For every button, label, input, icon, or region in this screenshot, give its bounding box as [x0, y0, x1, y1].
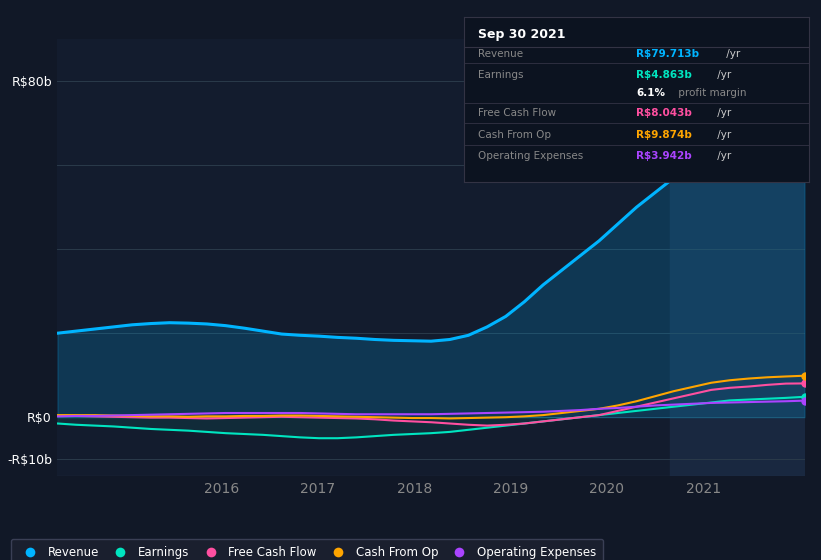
Text: R$8.043b: R$8.043b — [636, 109, 692, 119]
Text: 6.1%: 6.1% — [636, 88, 665, 98]
Text: Revenue: Revenue — [478, 49, 523, 59]
Text: R$9.874b: R$9.874b — [636, 130, 692, 140]
Text: /yr: /yr — [713, 71, 731, 81]
Text: Cash From Op: Cash From Op — [478, 130, 551, 140]
Text: /yr: /yr — [713, 109, 731, 119]
Text: Earnings: Earnings — [478, 71, 523, 81]
Text: /yr: /yr — [723, 49, 741, 59]
Text: R$4.863b: R$4.863b — [636, 71, 692, 81]
Bar — [670, 39, 805, 476]
Text: R$3.942b: R$3.942b — [636, 151, 692, 161]
Text: Operating Expenses: Operating Expenses — [478, 151, 583, 161]
Text: Free Cash Flow: Free Cash Flow — [478, 109, 556, 119]
Text: /yr: /yr — [713, 130, 731, 140]
Text: /yr: /yr — [713, 151, 731, 161]
Text: Sep 30 2021: Sep 30 2021 — [478, 29, 565, 41]
Text: profit margin: profit margin — [675, 88, 746, 98]
Legend: Revenue, Earnings, Free Cash Flow, Cash From Op, Operating Expenses: Revenue, Earnings, Free Cash Flow, Cash … — [11, 539, 603, 560]
Text: R$79.713b: R$79.713b — [636, 49, 699, 59]
